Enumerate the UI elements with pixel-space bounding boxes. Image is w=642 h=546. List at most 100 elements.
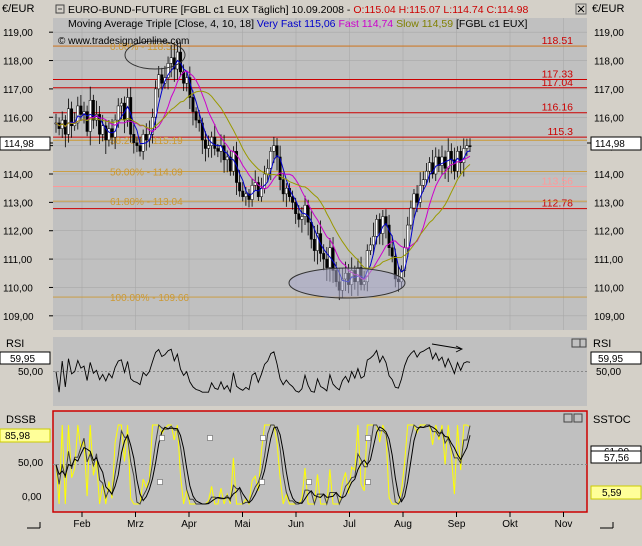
level-label: 117.04 xyxy=(542,77,573,89)
candle-body xyxy=(160,74,164,84)
candle-body xyxy=(213,136,217,149)
candle-body xyxy=(241,190,245,197)
candle-body xyxy=(247,193,251,200)
candle-body xyxy=(294,202,298,214)
sstoc-value-box-3 xyxy=(590,485,642,500)
candle-body xyxy=(375,219,379,237)
dssb-close-icon[interactable] xyxy=(563,413,583,423)
y-tick-label: 117,00 xyxy=(3,85,33,96)
candle-body xyxy=(387,224,391,248)
copyright-note: © www.tradesignalonline.com xyxy=(58,36,189,47)
candle-body xyxy=(390,247,394,257)
close-chart-icon[interactable] xyxy=(575,3,587,15)
candle-body xyxy=(154,88,158,118)
candle-body xyxy=(138,145,142,152)
dssb-black-line xyxy=(55,425,471,505)
candle-body xyxy=(101,125,105,135)
y-axis-left: 119,00118,00117,00116,00115,00114,00113,… xyxy=(3,28,53,323)
candle-body xyxy=(325,258,329,268)
candle-body xyxy=(452,159,456,172)
rsi-value-box-left xyxy=(0,351,51,365)
signal-marker xyxy=(157,479,163,485)
y-tick-label: 118,00 xyxy=(594,57,624,68)
y-tick-label: 116,00 xyxy=(594,113,624,124)
signal-marker xyxy=(306,479,312,485)
x-tick-label: Jun xyxy=(288,519,304,530)
candle-body xyxy=(166,63,170,78)
candle-body xyxy=(67,108,70,135)
candle-body xyxy=(116,105,120,121)
y-tick-label: 114,00 xyxy=(594,170,624,181)
y-tick-label: 109,00 xyxy=(3,312,34,323)
rsi-label-right: RSI xyxy=(593,338,611,350)
candle-body xyxy=(119,102,123,107)
candle-body xyxy=(244,193,248,197)
candle-body xyxy=(141,134,145,152)
candle-body xyxy=(144,134,148,141)
candle-body xyxy=(253,182,257,186)
candle-body xyxy=(104,125,108,141)
x-tick-label: Apr xyxy=(181,519,197,530)
ma-very-fast-line xyxy=(55,59,471,283)
dssb-axis-0: 0,00 xyxy=(22,492,42,503)
dssb-axis-50: 50,00 xyxy=(18,458,43,469)
sstoc-label: SSTOC xyxy=(593,414,631,426)
rsi-value-right: 59,95 xyxy=(598,354,623,365)
signal-marker xyxy=(365,435,371,441)
candle-body xyxy=(194,111,198,121)
signal-marker xyxy=(207,435,213,441)
candle-body xyxy=(291,196,295,203)
x-tick-label: Feb xyxy=(73,519,91,530)
right-axis-unit: €/EUR xyxy=(592,3,624,15)
candle-body xyxy=(322,253,326,260)
candle-body xyxy=(79,105,83,115)
candle-body xyxy=(431,162,435,175)
sstoc-value-2: 57,56 xyxy=(604,453,629,464)
candle-body xyxy=(424,170,428,180)
y-tick-label: 119,00 xyxy=(3,28,33,39)
scroll-right-icon[interactable] xyxy=(598,517,616,535)
dssb-value-box xyxy=(0,428,51,443)
level-label: 112.78 xyxy=(542,198,573,210)
candle-body xyxy=(129,97,133,135)
candle-body xyxy=(372,236,375,246)
chart-title-line: EURO-BUND-FUTURE [FGBL c1 EUX Täglich] 1… xyxy=(68,4,528,16)
fib-label: 50.00% - 114.09 xyxy=(110,167,183,178)
candle-body xyxy=(312,238,316,251)
scroll-left-icon[interactable] xyxy=(25,517,43,535)
rsi-label-left: RSI xyxy=(6,338,24,350)
x-tick-label: Sep xyxy=(448,519,466,530)
rsi-close-icon[interactable] xyxy=(571,338,587,348)
candle-body xyxy=(191,97,195,112)
y-tick-label: 112,00 xyxy=(594,227,624,238)
level-label: 115.3 xyxy=(548,126,574,138)
current-price-right: 114,98 xyxy=(595,139,625,150)
candle-body xyxy=(428,162,431,172)
rsi-series xyxy=(53,343,587,394)
candle-body xyxy=(297,213,301,220)
rsi-line xyxy=(55,346,471,394)
candle-body xyxy=(98,114,102,135)
y-tick-label: 117,00 xyxy=(594,85,624,96)
candle-body xyxy=(284,187,288,195)
level-label: 118.51 xyxy=(542,35,573,47)
y-tick-label: 113,00 xyxy=(594,198,624,209)
candle-body xyxy=(440,156,444,166)
bottom-ellipse-marker xyxy=(288,267,406,299)
level-label: 116.16 xyxy=(542,102,573,114)
ma-slow-line xyxy=(55,90,471,269)
x-tick-label: Mrz xyxy=(127,519,144,530)
ma-fast-line xyxy=(55,70,471,281)
candle-body xyxy=(421,179,425,186)
candle-body xyxy=(63,119,67,135)
candle-body xyxy=(216,148,220,152)
settings-icon[interactable] xyxy=(55,4,65,14)
x-axis: Feb Mrz Apr Mai Jun Jul Aug Sep Okt Nov xyxy=(73,512,572,530)
fib-label: 61.80% - 113.04 xyxy=(110,197,183,208)
candle-body xyxy=(91,100,95,121)
y-tick-label: 110,00 xyxy=(3,283,33,294)
candle-body xyxy=(368,244,372,251)
candle-body xyxy=(225,156,229,161)
rsi-axis-50-right: 50,00 xyxy=(596,367,621,378)
